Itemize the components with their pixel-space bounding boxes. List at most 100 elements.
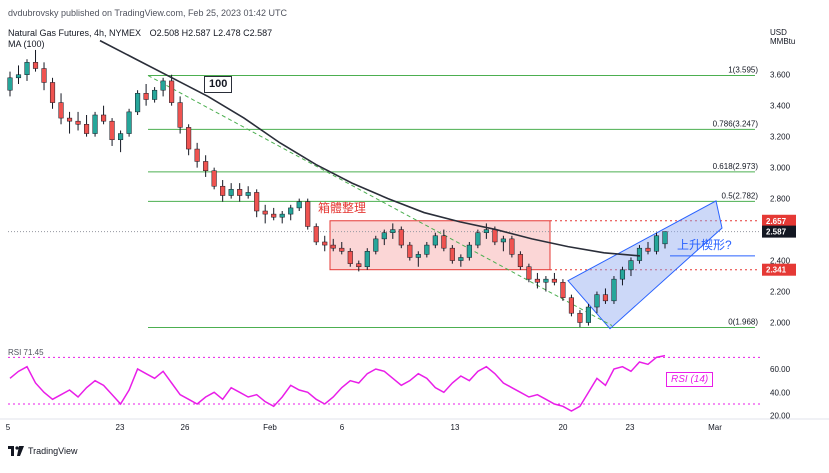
candle-body (585, 306, 592, 323)
candle-body (211, 170, 217, 187)
candle-body (509, 238, 515, 255)
x-tick-label: 20 (559, 423, 568, 432)
price-tag-label: 2.657 (766, 217, 787, 226)
candle-body (41, 68, 47, 83)
candle-body (432, 235, 438, 246)
tradingview-logo[interactable]: TradingView (8, 446, 78, 456)
tradingview-icon (8, 446, 24, 456)
candle-body (220, 185, 226, 196)
candle-body (15, 74, 22, 79)
x-tick-label: Feb (263, 423, 277, 432)
candle-body (109, 120, 115, 141)
candle-body (483, 229, 489, 233)
y-tick-label: 3.400 (770, 102, 791, 111)
candle-body (390, 229, 396, 233)
rsi-pane: 20.00 40.00 60.00 (8, 354, 791, 421)
x-tick-label: Mar (708, 423, 722, 432)
x-tick-label: 23 (116, 423, 125, 432)
candle-body (32, 62, 39, 69)
candle-body (186, 127, 192, 150)
fibonacci-levels: 1(3.595) 0.786(3.247) 0.618(2.973) 0.5(2.78… (148, 65, 759, 328)
candle-body (347, 251, 353, 264)
candle-body (381, 232, 387, 240)
ma-100-line (99, 39, 641, 257)
candle-body (288, 207, 294, 215)
symbol-name: Natural Gas Futures, 4h, NYMEX (8, 28, 142, 38)
ma-legend: MA (100) (8, 39, 45, 49)
candle-body (517, 254, 523, 268)
candle-body (24, 62, 30, 75)
fib-label: 0(1.968) (728, 317, 758, 326)
x-tick-label: 6 (340, 423, 345, 432)
candle-body (92, 114, 98, 134)
candle-body (398, 229, 404, 246)
candle-body (75, 120, 81, 125)
candle-body (619, 269, 626, 280)
candle-body (118, 133, 124, 141)
candle-body (534, 278, 540, 283)
y-tick-label: 3.000 (770, 164, 791, 173)
rsi-title: RSI (14) (666, 372, 714, 387)
candle-body (628, 260, 634, 271)
candle-body (492, 229, 498, 243)
y-tick-label: 2.400 (770, 257, 791, 266)
candle-body (66, 117, 73, 122)
fib-label: 1(3.595) (728, 65, 758, 74)
candle-body (602, 294, 609, 302)
y-tick-label: 3.600 (770, 71, 791, 80)
candle-body (407, 244, 413, 258)
candle-body (177, 102, 183, 128)
ohlc-values: O2.508 H2.587 L2.478 C2.587 (149, 28, 273, 38)
candle-body (262, 210, 268, 215)
price-tag-label: 2.341 (766, 266, 787, 275)
time-axis: 5 23 26 Feb 6 13 20 23 Mar (0, 418, 829, 432)
candle-body (568, 297, 574, 314)
rsi-y-tick-label: 40.00 (770, 388, 791, 397)
range-rect (329, 220, 551, 271)
fib-label: 0.618(2.973) (713, 162, 759, 171)
candle-body (237, 189, 243, 196)
rsi-y-tick-label: 20.00 (770, 412, 791, 421)
candle-body (543, 278, 549, 283)
candle-body (245, 192, 251, 196)
x-tick-label: 26 (181, 423, 190, 432)
candle-body (160, 80, 166, 91)
wedge-label: 上升楔形? (677, 238, 732, 252)
candle-body (271, 213, 277, 218)
candle-body (203, 161, 209, 171)
candle-body (143, 93, 149, 100)
price-tag-bg (762, 263, 796, 276)
candle-body (228, 189, 234, 196)
currency-code: USD (770, 28, 787, 37)
candle-body (415, 254, 421, 258)
candle-body (526, 266, 532, 280)
candle-body (662, 231, 668, 245)
fib-label: 0.5(2.782) (722, 191, 759, 200)
candle-body (330, 244, 336, 249)
x-tick-label: 23 (626, 423, 635, 432)
fib-label: 0.786(3.247) (713, 119, 759, 128)
candle-body (83, 124, 90, 134)
rsi-line (9, 354, 666, 412)
candle-body (152, 89, 158, 100)
candle-body (135, 93, 141, 113)
candle-body (305, 201, 311, 227)
candle-body (254, 192, 260, 212)
wedge-fill (567, 200, 723, 330)
candle-body (636, 247, 643, 261)
x-tick-label: 5 (6, 423, 11, 432)
candle-body (500, 238, 506, 243)
candle-body (560, 281, 566, 298)
candle-body (101, 114, 107, 122)
candle-body (475, 232, 481, 246)
candle-body (313, 226, 319, 243)
candle-body (594, 294, 600, 308)
price-tag-bg (762, 225, 796, 238)
currency-label: USD MMBtu (770, 28, 795, 46)
candle-body (194, 148, 200, 162)
candle-body (424, 244, 430, 255)
symbol-line: Natural Gas Futures, 4h, NYMEX O2.508 H2… (8, 28, 272, 38)
price-tag-label: 2.587 (766, 228, 787, 237)
y-tick-label: 3.200 (770, 133, 791, 142)
